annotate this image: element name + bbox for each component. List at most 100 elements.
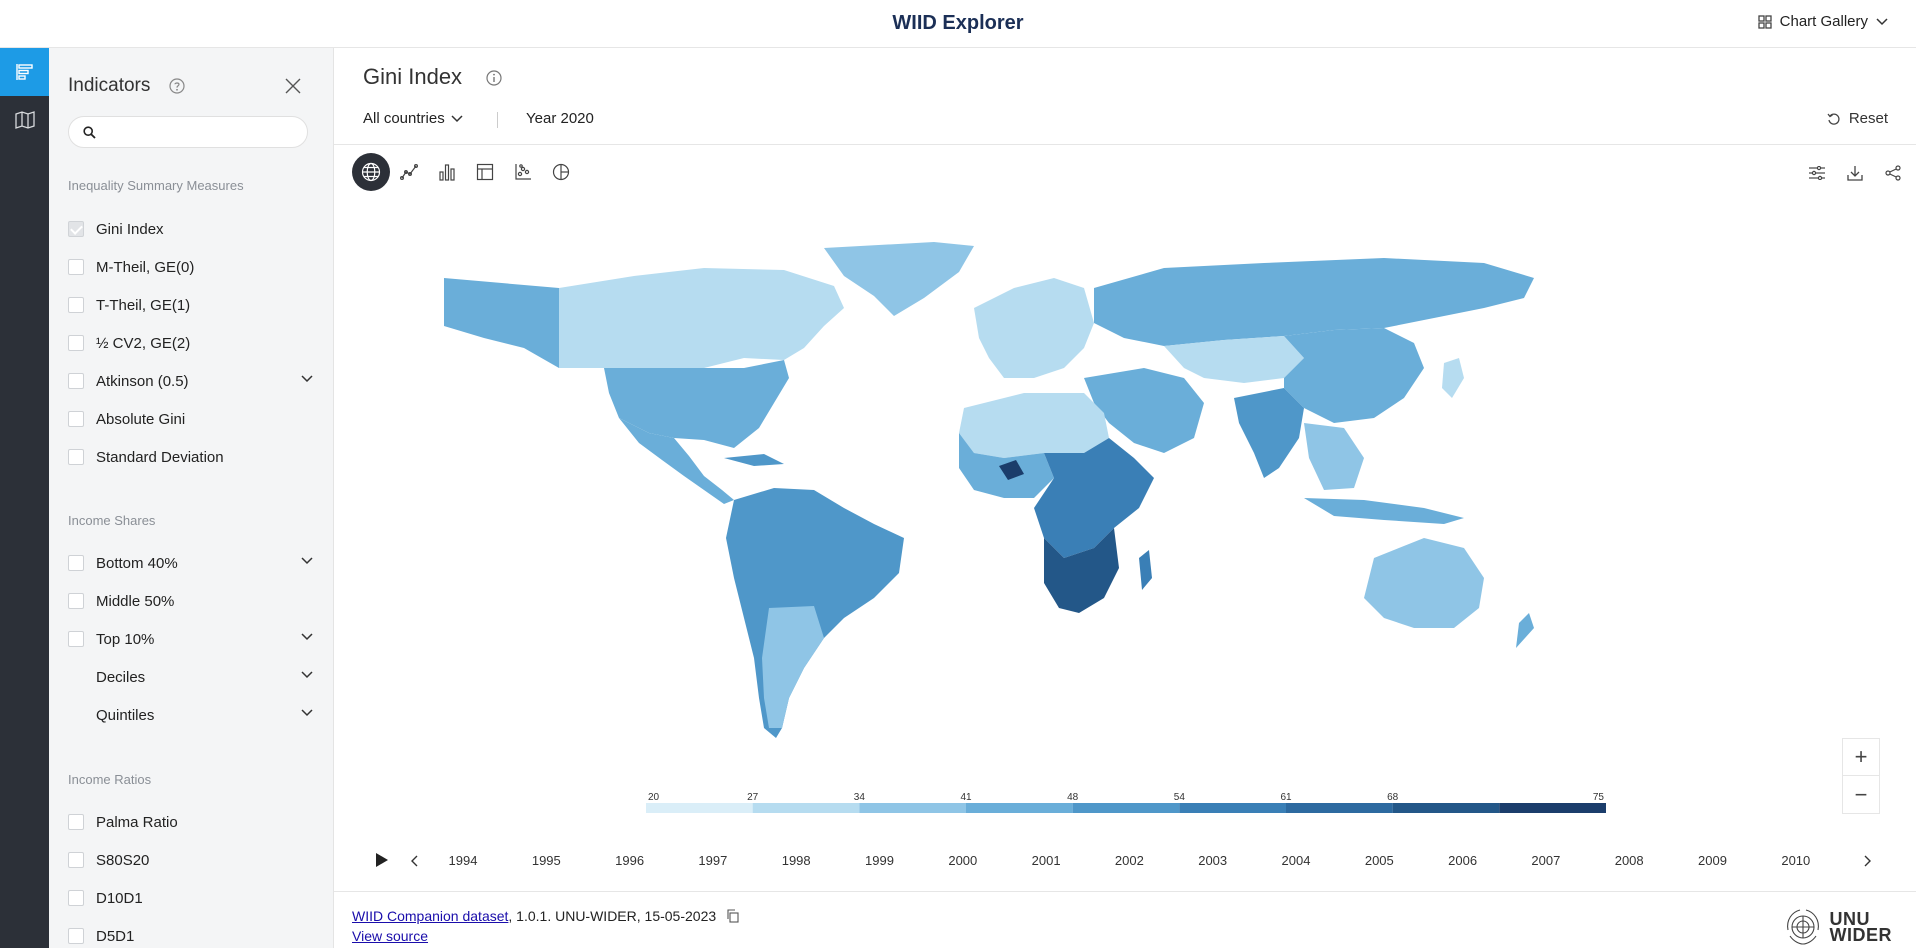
download-button[interactable] (1840, 160, 1870, 186)
dataset-link[interactable]: WIID Companion dataset (352, 908, 509, 924)
play-icon[interactable] (375, 852, 389, 868)
reset-button[interactable]: Reset (1827, 110, 1888, 127)
checkbox[interactable] (68, 631, 84, 647)
indicator-option-summary-3[interactable]: ½ CV2, GE(2) (68, 331, 313, 355)
settings-button[interactable] (1802, 160, 1832, 186)
close-icon[interactable] (285, 78, 301, 94)
info-icon[interactable] (486, 70, 502, 86)
map-region[interactable] (1284, 328, 1424, 423)
year-filter[interactable]: Year 2020 (526, 110, 594, 127)
map-region[interactable] (974, 278, 1094, 378)
checkbox[interactable] (68, 890, 84, 906)
timeline-year[interactable]: 1996 (615, 853, 645, 868)
map-region[interactable] (1516, 613, 1534, 648)
copy-icon[interactable] (726, 909, 739, 923)
timeline-year[interactable]: 2010 (1781, 853, 1811, 868)
indicator-option-shares-1[interactable]: Middle 50% (68, 589, 313, 613)
indicator-option-summary-5[interactable]: Absolute Gini (68, 407, 313, 431)
view-pie-button[interactable] (542, 153, 580, 191)
chevron-down-icon[interactable] (301, 633, 313, 641)
map-region[interactable] (724, 454, 784, 466)
checkbox[interactable] (68, 852, 84, 868)
zoom-out-button[interactable]: − (1854, 781, 1868, 807)
timeline-year[interactable]: 2000 (948, 853, 978, 868)
view-line-button[interactable] (390, 153, 428, 191)
map-region[interactable] (1084, 368, 1204, 453)
view-scatter-button[interactable] (504, 153, 542, 191)
timeline-year[interactable]: 2005 (1364, 853, 1394, 868)
share-button[interactable] (1878, 160, 1908, 186)
checkbox[interactable] (68, 555, 84, 571)
map-region[interactable] (619, 418, 734, 504)
timeline-year[interactable]: 2008 (1614, 853, 1644, 868)
chart-gallery-button[interactable]: Chart Gallery (1757, 13, 1888, 30)
timeline-year[interactable]: 1994 (448, 853, 478, 868)
indicator-option-summary-6[interactable]: Standard Deviation (68, 445, 313, 469)
map-region[interactable] (1034, 438, 1154, 558)
map-rail-button[interactable] (0, 96, 49, 144)
map-region[interactable] (1364, 538, 1484, 628)
map-region[interactable] (1234, 388, 1304, 478)
checkbox[interactable] (68, 928, 84, 944)
indicators-rail-button[interactable] (0, 48, 49, 96)
view-source-link[interactable]: View source (352, 928, 429, 944)
chevron-down-icon[interactable] (301, 709, 313, 717)
checkbox[interactable] (68, 335, 84, 351)
map-region[interactable] (959, 393, 1109, 458)
chevron-down-icon[interactable] (301, 557, 313, 565)
indicator-option-summary-0[interactable]: Gini Index (68, 217, 313, 241)
map-region[interactable] (444, 278, 559, 368)
checkbox[interactable] (68, 593, 84, 609)
indicator-option-summary-2[interactable]: T-Theil, GE(1) (68, 293, 313, 317)
chevron-down-icon[interactable] (301, 375, 313, 383)
indicator-option-ratios-2[interactable]: D10D1 (68, 886, 313, 910)
timeline-year[interactable]: 2001 (1031, 853, 1061, 868)
timeline-year[interactable]: 2003 (1198, 853, 1228, 868)
map-region[interactable] (559, 268, 844, 368)
help-icon[interactable] (169, 78, 185, 94)
indicator-option-shares-0[interactable]: Bottom 40% (68, 551, 313, 575)
timeline-year[interactable]: 1997 (698, 853, 728, 868)
map-region[interactable] (762, 606, 824, 728)
indicator-option-ratios-1[interactable]: S80S20 (68, 848, 313, 872)
map-region[interactable] (1044, 528, 1119, 613)
chevron-left-icon[interactable] (410, 855, 420, 867)
timeline-year[interactable]: 2002 (1114, 853, 1144, 868)
chevron-right-icon[interactable] (1862, 855, 1872, 867)
checkbox[interactable] (68, 449, 84, 465)
map-region[interactable] (1442, 358, 1464, 398)
checkbox[interactable] (68, 373, 84, 389)
indicator-option-shares-4[interactable]: Quintiles (68, 703, 313, 727)
country-filter[interactable]: All countries (363, 110, 463, 127)
world-map[interactable] (404, 228, 1784, 828)
checkbox[interactable] (68, 814, 84, 830)
checkbox[interactable] (68, 221, 84, 237)
indicator-search[interactable] (68, 116, 308, 148)
map-region[interactable] (1094, 258, 1534, 346)
map-region[interactable] (604, 360, 789, 448)
indicator-option-summary-1[interactable]: M-Theil, GE(0) (68, 255, 313, 279)
indicator-option-shares-3[interactable]: Deciles (68, 665, 313, 689)
map-region[interactable] (1139, 550, 1152, 590)
timeline-year[interactable]: 2004 (1281, 853, 1311, 868)
view-map-button[interactable] (352, 153, 390, 191)
view-bar-button[interactable] (428, 153, 466, 191)
indicator-option-shares-2[interactable]: Top 10% (68, 627, 313, 651)
checkbox[interactable] (68, 411, 84, 427)
timeline-year[interactable]: 1999 (865, 853, 894, 868)
indicator-option-ratios-0[interactable]: Palma Ratio (68, 810, 313, 834)
timeline-year[interactable]: 1998 (781, 853, 811, 868)
map-region[interactable] (1304, 423, 1364, 490)
checkbox[interactable] (68, 259, 84, 275)
zoom-in-button[interactable]: + (1843, 739, 1879, 776)
search-input[interactable] (103, 122, 298, 142)
timeline-year[interactable]: 2009 (1698, 853, 1727, 868)
timeline-year[interactable]: 2007 (1531, 853, 1561, 868)
indicator-option-ratios-3[interactable]: D5D1 (68, 924, 313, 948)
map-region[interactable] (1164, 336, 1304, 383)
view-table-button[interactable] (466, 153, 504, 191)
map-region[interactable] (824, 242, 974, 316)
map-region[interactable] (1304, 498, 1464, 524)
checkbox[interactable] (68, 297, 84, 313)
timeline-year[interactable]: 2006 (1448, 853, 1478, 868)
